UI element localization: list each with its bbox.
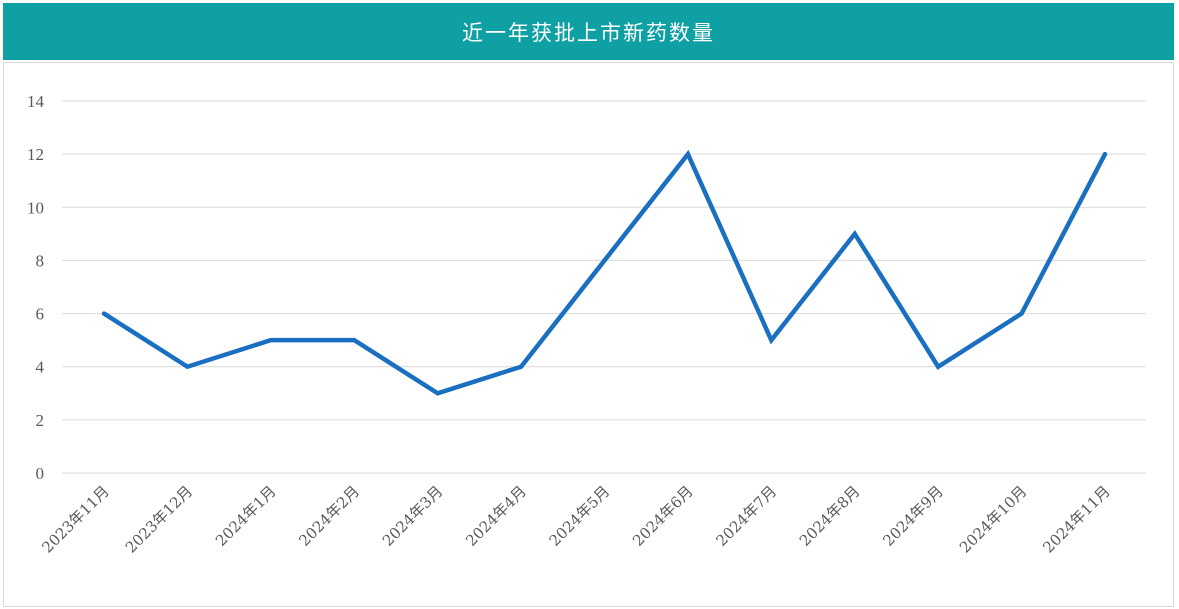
- gridlines: [62, 100, 1146, 474]
- y-tick-label: 2: [36, 411, 45, 430]
- y-tick-label: 0: [36, 464, 45, 483]
- data-point: [519, 364, 524, 369]
- data-point: [852, 231, 857, 236]
- x-tick-label: 2023年12月: [122, 482, 196, 556]
- chart-title: 近一年获批上市新药数量: [462, 20, 715, 45]
- y-tick-label: 8: [36, 251, 45, 270]
- x-tick-label: 2024年1月: [212, 482, 280, 550]
- data-point: [602, 258, 607, 263]
- y-tick-label: 10: [27, 198, 44, 217]
- y-tick-label: 4: [36, 358, 45, 377]
- x-tick-label: 2024年9月: [879, 482, 947, 550]
- data-point: [769, 338, 774, 343]
- y-axis-ticks: 0 2 4 6 8 10 12 14: [27, 92, 45, 483]
- data-point: [685, 152, 690, 157]
- x-tick-label: 2024年5月: [546, 482, 614, 550]
- chart-title-bar: 近一年获批上市新药数量: [3, 3, 1174, 60]
- data-point: [352, 338, 357, 343]
- data-point: [268, 338, 273, 343]
- data-point: [102, 311, 106, 316]
- data-point: [435, 391, 440, 396]
- x-tick-label: 2024年8月: [796, 482, 864, 550]
- series-line: [101, 149, 1108, 396]
- x-tick-label: 2024年2月: [295, 482, 363, 550]
- data-point: [185, 364, 190, 369]
- data-point: [936, 364, 941, 369]
- data-point: [1019, 311, 1024, 316]
- y-tick-label: 14: [27, 92, 45, 111]
- y-tick-label: 12: [27, 145, 44, 164]
- x-tick-label: 2024年4月: [462, 482, 530, 550]
- x-tick-label: 2024年10月: [956, 482, 1030, 556]
- data-point: [1103, 152, 1107, 157]
- x-tick-label: 2024年7月: [712, 482, 780, 550]
- x-tick-label: 2024年3月: [379, 482, 447, 550]
- x-tick-label: 2024年11月: [1039, 482, 1113, 556]
- x-axis-ticks: 2023年11月 2023年12月 2024年1月 2024年2月 2024年3月 202…: [38, 482, 1113, 556]
- y-tick-label: 6: [36, 305, 45, 324]
- x-tick-label: 2024年6月: [629, 482, 697, 550]
- series-layer: [101, 149, 1108, 396]
- x-tick-label: 2023年11月: [38, 482, 112, 556]
- chart-frame: [3, 62, 1174, 607]
